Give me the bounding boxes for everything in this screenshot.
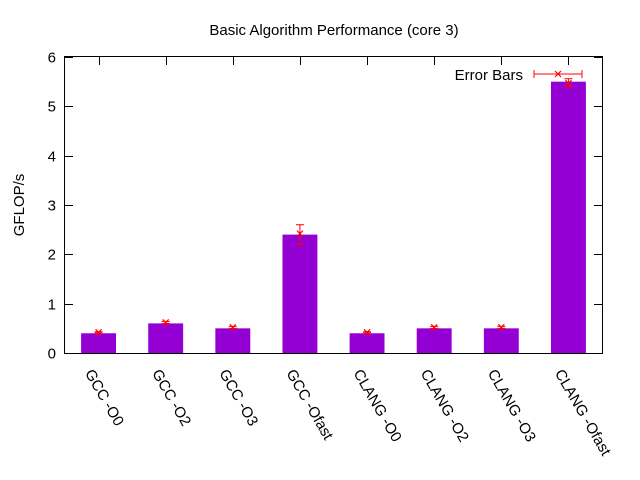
bar bbox=[550, 81, 586, 354]
x-tick-label: GCC -O2 bbox=[148, 367, 194, 430]
y-tick-label: 5 bbox=[48, 99, 56, 116]
bar bbox=[148, 323, 184, 353]
error-point-marker bbox=[229, 323, 237, 331]
y-tick-label: 2 bbox=[48, 247, 56, 264]
legend: Error Bars bbox=[455, 67, 583, 84]
error-point-marker bbox=[296, 230, 304, 238]
y-tick-label: 0 bbox=[48, 346, 56, 363]
error-point-marker bbox=[95, 328, 102, 336]
x-tick-label: CLANG -O3 bbox=[484, 367, 539, 446]
chart-title: Basic Algorithm Performance (core 3) bbox=[209, 22, 458, 39]
error-point-marker bbox=[363, 328, 371, 336]
x-tick-label: GCC -Ofast bbox=[282, 367, 336, 444]
plot-frame bbox=[64, 56, 603, 354]
bar bbox=[81, 333, 117, 353]
x-tick-label: GCC -O0 bbox=[81, 367, 127, 430]
x-tick-label: CLANG -O2 bbox=[417, 367, 472, 446]
y-axis-label: GFLOP/s bbox=[11, 174, 28, 237]
bar bbox=[349, 333, 385, 353]
x-tick-label: GCC -O3 bbox=[215, 367, 261, 430]
error-point-marker bbox=[497, 323, 505, 331]
x-tick-label: CLANG -Ofast bbox=[551, 367, 614, 460]
bar bbox=[215, 328, 251, 353]
bar bbox=[416, 328, 452, 353]
x-tick-labels: GCC -O0 GCC -O2 GCC -O3 GCC -Ofast CLANG -O0… bbox=[81, 367, 614, 460]
bar bbox=[282, 234, 318, 353]
error-bars-layer bbox=[94, 78, 573, 336]
bars-layer bbox=[81, 81, 586, 354]
error-point-marker bbox=[430, 323, 438, 331]
y-tick-label: 1 bbox=[48, 297, 56, 314]
y-tick-label: 6 bbox=[48, 50, 56, 67]
legend-sample-marker bbox=[554, 70, 562, 78]
error-point-marker bbox=[565, 79, 572, 87]
y-tick-label: 3 bbox=[48, 198, 56, 215]
y-tick-label: 4 bbox=[48, 149, 56, 166]
ticks-layer: 0 1 2 3 4 5 6 bbox=[48, 50, 602, 363]
bar bbox=[483, 328, 519, 353]
legend-label: Error Bars bbox=[455, 67, 523, 84]
x-tick-label: CLANG -O0 bbox=[350, 367, 405, 446]
error-point-marker bbox=[162, 318, 170, 326]
